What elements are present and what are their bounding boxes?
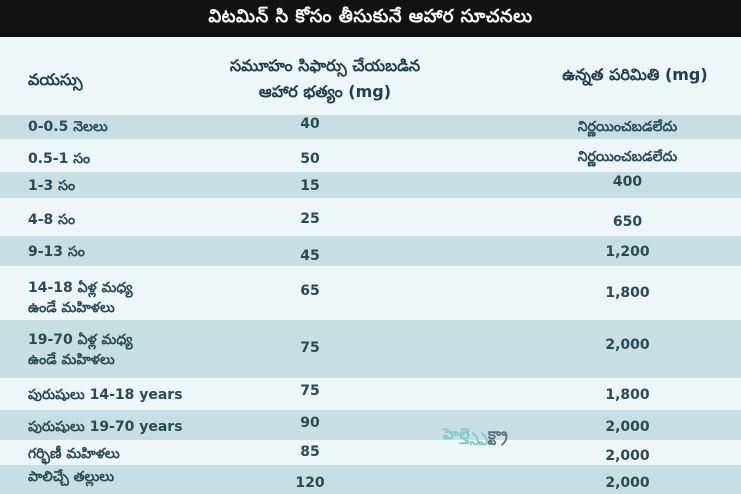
cell-age: పురుషులు 19-70 years xyxy=(28,419,183,435)
cell-rda: 40 xyxy=(300,116,320,132)
watermark-part2: స్పెక్ట్రా xyxy=(488,425,509,443)
table-row: పురుషులు 19-70 years 90 2,000 xyxy=(0,410,741,440)
cell-age-line2: ఉండే మహిళలు xyxy=(28,300,115,316)
cell-rda: 15 xyxy=(300,178,320,194)
cell-upper-limit: 2,000 xyxy=(605,419,650,435)
table-row: పురుషులు 14-18 years 75 1,800 xyxy=(0,378,741,410)
table-header: వయస్సు సమూహం సిఫార్సు చేయబడిన ఆహార భత్యం… xyxy=(0,37,741,115)
cell-upper-limit: 2,000 xyxy=(605,337,650,353)
header-rda-line1: సమూహం సిఫార్సు చేయబడిన xyxy=(229,56,421,75)
watermark-logo: హెల్త్స్పెక్ట్రా xyxy=(443,425,508,447)
cell-upper-limit: 650 xyxy=(612,214,643,230)
cell-age: 9-13 సం xyxy=(28,244,85,260)
cell-age: పురుషులు 14-18 years xyxy=(28,387,183,403)
cell-age: పాలిచ్చే తల్లులు xyxy=(28,469,115,485)
cell-upper-limit: 1,800 xyxy=(605,387,650,403)
cell-upper-limit: 2,000 xyxy=(605,475,650,491)
cell-rda: 90 xyxy=(300,415,320,431)
cell-age-line2: ఉండే మహిళలు xyxy=(28,352,115,368)
cell-rda: 120 xyxy=(295,475,325,491)
cell-upper-limit: 2,000 xyxy=(605,448,650,464)
header-upper-limit: ఉన్నత పరిమితి (mg) xyxy=(562,65,708,84)
table-row: 1-3 సం 15 400 xyxy=(0,172,741,198)
table-row: గర్భిణీ మహిళలు 85 2,000 xyxy=(0,440,741,465)
table-row: 0.5-1 సం 50 నిర్ణయించబడలేదు xyxy=(0,139,741,172)
cell-upper-limit: నిర్ణయించబడలేదు xyxy=(577,149,678,165)
table-title: విటమిన్ సి కోసం తీసుకునే ఆహార సూచనలు xyxy=(0,0,741,37)
header-age: వయస్సు xyxy=(28,70,83,89)
cell-rda: 75 xyxy=(300,340,320,356)
cell-age: 0.5-1 సం xyxy=(28,151,91,167)
cell-age: 14-18 ఏళ్ల మధ్య ఉండే మహిళలు xyxy=(28,278,228,318)
cell-age: 4-8 సం xyxy=(28,212,76,228)
table-row: పాలిచ్చే తల్లులు 120 2,000 xyxy=(0,465,741,494)
cell-rda: 75 xyxy=(300,383,320,399)
title-text: విటమిన్ సి కోసం తీసుకునే ఆహార సూచనలు xyxy=(208,6,533,27)
cell-age-line1: 14-18 ఏళ్ల మధ్య xyxy=(28,280,133,296)
cell-age: 1-3 సం xyxy=(28,178,76,194)
table-row: 19-70 ఏళ్ల మధ్య ఉండే మహిళలు 75 2,000 xyxy=(0,320,741,378)
header-rda: సమూహం సిఫార్సు చేయబడిన ఆహార భత్యం (mg) xyxy=(195,53,455,105)
cell-upper-limit: 1,800 xyxy=(605,285,650,301)
table-row: 0-0.5 నెలలు 40 నిర్ణయించబడలేదు xyxy=(0,115,741,139)
cell-rda: 25 xyxy=(300,211,320,227)
table-row: 9-13 సం 45 1,200 xyxy=(0,236,741,266)
cell-age: 0-0.5 నెలలు xyxy=(28,119,108,135)
cell-age-line1: 19-70 ఏళ్ల మధ్య xyxy=(28,332,133,348)
cell-age: గర్భిణీ మహిళలు xyxy=(28,446,120,462)
cell-upper-limit: 400 xyxy=(612,174,643,190)
cell-upper-limit: నిర్ణయించబడలేదు xyxy=(577,119,678,135)
cell-rda: 65 xyxy=(300,283,320,299)
cell-upper-limit: 1,200 xyxy=(605,244,650,260)
cell-rda: 50 xyxy=(300,151,320,167)
header-rda-line2: ఆహార భత్యం (mg) xyxy=(258,82,392,101)
table-row: 14-18 ఏళ్ల మధ్య ఉండే మహిళలు 65 1,800 xyxy=(0,266,741,320)
cell-rda: 45 xyxy=(300,248,320,264)
table-row: 4-8 సం 25 650 xyxy=(0,198,741,236)
watermark-part1: హెల్త్ xyxy=(443,425,489,443)
cell-age: 19-70 ఏళ్ల మధ్య ఉండే మహిళలు xyxy=(28,330,228,370)
cell-rda: 85 xyxy=(300,444,320,460)
